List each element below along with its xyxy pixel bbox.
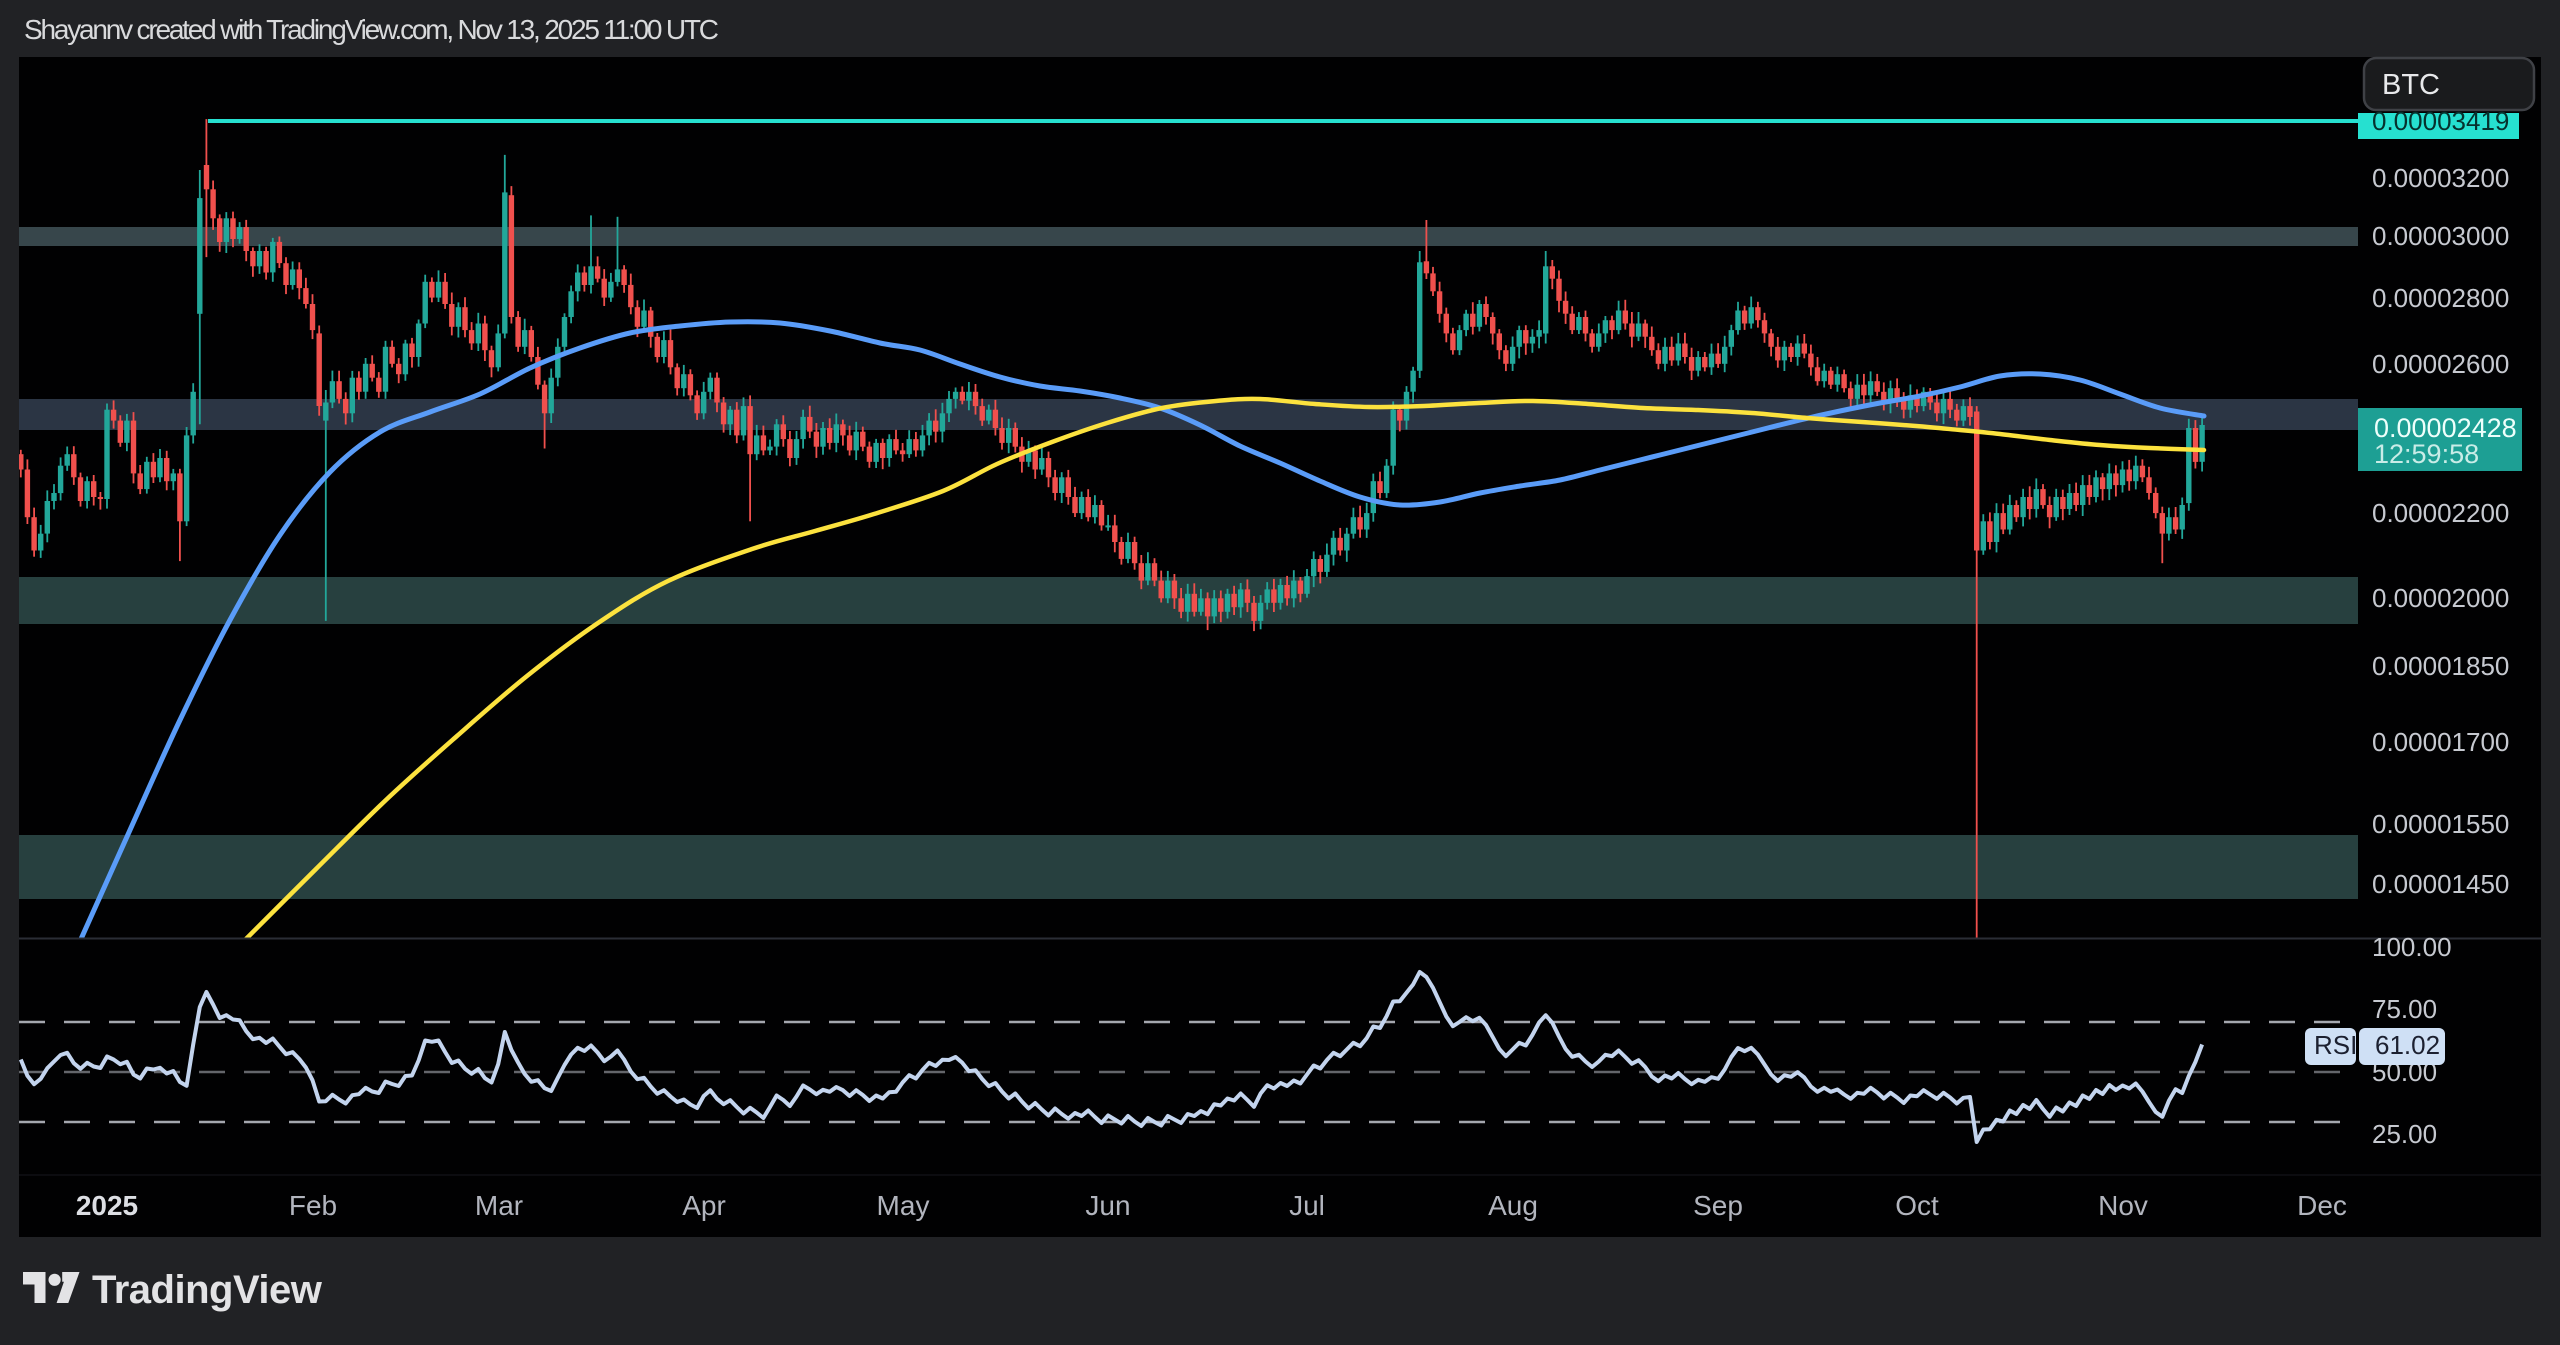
svg-text:0.00002200: 0.00002200 — [2372, 498, 2509, 528]
svg-text:TradingView: TradingView — [92, 1268, 323, 1312]
svg-text:0.00002000: 0.00002000 — [2372, 583, 2509, 613]
svg-text:0.00002600: 0.00002600 — [2372, 349, 2509, 379]
svg-text:BTC: BTC — [2382, 69, 2440, 101]
svg-text:0.00003200: 0.00003200 — [2372, 163, 2509, 193]
svg-text:Aug: Aug — [1488, 1190, 1538, 1221]
svg-text:12:59:58: 12:59:58 — [2374, 439, 2479, 469]
svg-text:100.00: 100.00 — [2372, 932, 2452, 962]
svg-text:RSI: RSI — [2314, 1030, 2357, 1060]
svg-text:Jul: Jul — [1289, 1190, 1325, 1221]
svg-text:Oct: Oct — [1895, 1190, 1939, 1221]
svg-text:Feb: Feb — [289, 1190, 337, 1221]
svg-text:Shayannv created with TradingV: Shayannv created with TradingView.com, N… — [24, 14, 719, 45]
svg-text:Nov: Nov — [2098, 1190, 2148, 1221]
svg-text:0.00002800: 0.00002800 — [2372, 283, 2509, 313]
svg-text:0.00001700: 0.00001700 — [2372, 727, 2509, 757]
svg-text:0.00001450: 0.00001450 — [2372, 869, 2509, 899]
svg-text:0.00001850: 0.00001850 — [2372, 651, 2509, 681]
svg-text:0.00001550: 0.00001550 — [2372, 809, 2509, 839]
svg-text:Sep: Sep — [1693, 1190, 1743, 1221]
svg-text:75.00: 75.00 — [2372, 994, 2437, 1024]
svg-text:0.00003000: 0.00003000 — [2372, 221, 2509, 251]
svg-text:Dec: Dec — [2297, 1190, 2347, 1221]
svg-text:Apr: Apr — [682, 1190, 726, 1221]
svg-text:Jun: Jun — [1085, 1190, 1130, 1221]
svg-text:0.00002428: 0.00002428 — [2374, 413, 2517, 443]
svg-text:Mar: Mar — [475, 1190, 523, 1221]
svg-text:25.00: 25.00 — [2372, 1119, 2437, 1149]
svg-text:May: May — [877, 1190, 930, 1221]
svg-text:61.02: 61.02 — [2375, 1030, 2440, 1060]
svg-text:2025: 2025 — [76, 1190, 138, 1221]
